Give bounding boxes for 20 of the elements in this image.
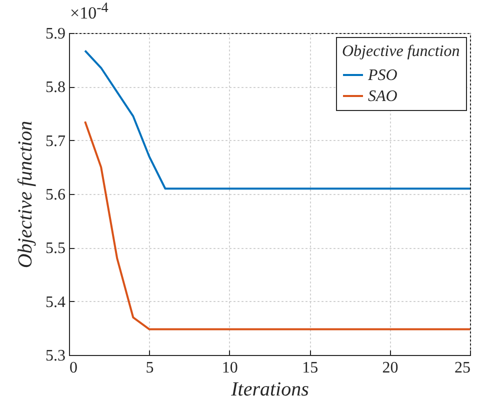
x-tick-label: 20 xyxy=(382,360,398,376)
legend-label: SAO xyxy=(368,88,398,105)
x-tick-label: 5 xyxy=(146,360,154,376)
x-tick-label: 0 xyxy=(70,360,78,376)
y-tick-label: 5.9 xyxy=(46,26,66,42)
y-tick-label: 5.8 xyxy=(46,79,66,96)
x-tick-label: 25 xyxy=(454,360,470,376)
y-tick-label: 5.4 xyxy=(46,294,66,311)
legend-title: Objective function xyxy=(342,43,460,60)
y-axis-title: Objective function xyxy=(14,120,36,268)
y-tick-label: 5.3 xyxy=(46,348,66,364)
y-tick-label: 5.6 xyxy=(46,186,66,204)
y-tick-label: 5.7 xyxy=(46,132,66,150)
x-tick-label: 15 xyxy=(302,360,318,376)
y-tick-label: 5.5 xyxy=(46,240,66,258)
line-series xyxy=(84,120,470,330)
text: ×10$^{-4}$ xyxy=(70,0,108,24)
x-axis-title: Iterations xyxy=(230,378,310,400)
legend-label: PSO xyxy=(367,67,398,84)
x-tick-label: 10 xyxy=(222,360,238,376)
